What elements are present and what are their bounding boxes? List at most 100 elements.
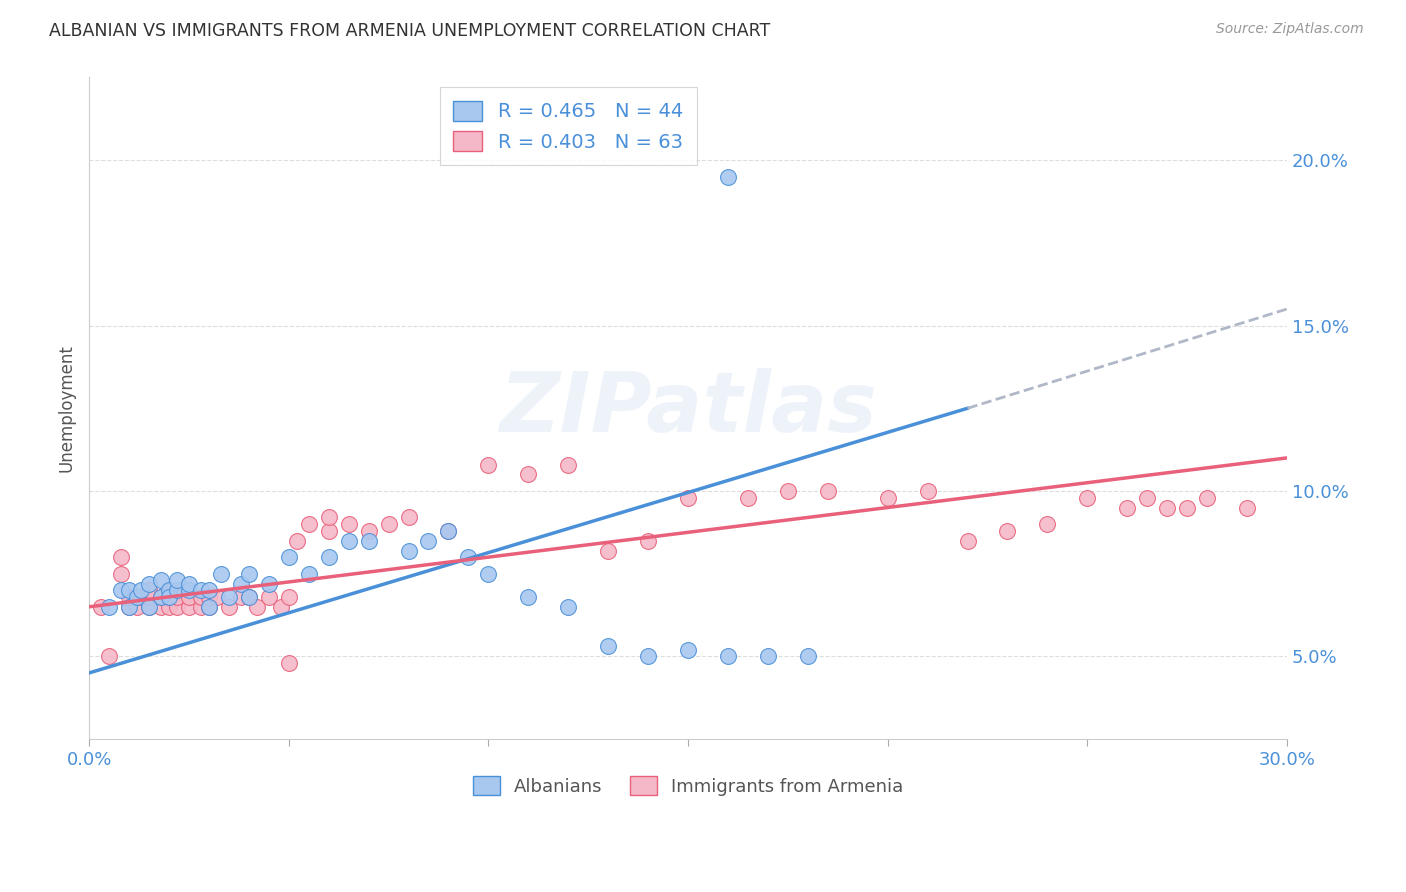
Point xyxy=(157,590,180,604)
Point xyxy=(149,590,172,604)
Point xyxy=(717,649,740,664)
Point xyxy=(517,467,540,482)
Point xyxy=(229,576,252,591)
Point xyxy=(557,458,579,472)
Point xyxy=(418,533,440,548)
Point xyxy=(717,169,740,184)
Point xyxy=(1036,517,1059,532)
Point xyxy=(118,583,141,598)
Point xyxy=(149,574,172,588)
Point xyxy=(270,599,292,614)
Point xyxy=(190,599,212,614)
Point xyxy=(285,533,308,548)
Point xyxy=(437,524,460,538)
Point xyxy=(676,491,699,505)
Point xyxy=(157,583,180,598)
Point xyxy=(129,583,152,598)
Point xyxy=(138,590,160,604)
Point xyxy=(149,599,172,614)
Point xyxy=(177,590,200,604)
Point xyxy=(190,590,212,604)
Point xyxy=(129,590,152,604)
Point xyxy=(198,583,221,598)
Point xyxy=(246,599,269,614)
Point xyxy=(1116,500,1139,515)
Point xyxy=(166,590,188,604)
Point xyxy=(118,590,141,604)
Point xyxy=(149,590,172,604)
Point xyxy=(238,566,260,581)
Point xyxy=(398,543,420,558)
Point xyxy=(205,590,228,604)
Point xyxy=(190,583,212,598)
Point xyxy=(817,483,839,498)
Point xyxy=(209,566,232,581)
Point xyxy=(776,483,799,498)
Point xyxy=(997,524,1019,538)
Point xyxy=(337,517,360,532)
Point xyxy=(118,599,141,614)
Point xyxy=(218,599,240,614)
Point xyxy=(1136,491,1159,505)
Point xyxy=(118,599,141,614)
Point xyxy=(198,599,221,614)
Point xyxy=(138,583,160,598)
Point xyxy=(557,599,579,614)
Point xyxy=(598,640,620,654)
Point xyxy=(177,576,200,591)
Point xyxy=(157,583,180,598)
Point xyxy=(298,517,321,532)
Y-axis label: Unemployment: Unemployment xyxy=(58,344,75,472)
Point xyxy=(318,510,340,524)
Point xyxy=(157,599,180,614)
Point xyxy=(477,566,499,581)
Point xyxy=(956,533,979,548)
Point xyxy=(398,510,420,524)
Point xyxy=(1175,500,1198,515)
Point xyxy=(1076,491,1098,505)
Point xyxy=(257,576,280,591)
Point xyxy=(377,517,399,532)
Point xyxy=(357,524,380,538)
Point xyxy=(477,458,499,472)
Point xyxy=(198,599,221,614)
Point xyxy=(876,491,898,505)
Point xyxy=(318,524,340,538)
Point xyxy=(177,583,200,598)
Point xyxy=(198,590,221,604)
Text: Source: ZipAtlas.com: Source: ZipAtlas.com xyxy=(1216,22,1364,37)
Text: ZIPatlas: ZIPatlas xyxy=(499,368,877,449)
Point xyxy=(298,566,321,581)
Point xyxy=(318,550,340,565)
Point xyxy=(1156,500,1178,515)
Point xyxy=(457,550,479,565)
Point xyxy=(917,483,939,498)
Point xyxy=(277,656,299,670)
Point xyxy=(277,550,299,565)
Point xyxy=(98,649,121,664)
Point xyxy=(598,543,620,558)
Point xyxy=(238,590,260,604)
Point xyxy=(238,590,260,604)
Point xyxy=(110,550,132,565)
Point xyxy=(676,642,699,657)
Point xyxy=(277,590,299,604)
Point xyxy=(166,599,188,614)
Point xyxy=(337,533,360,548)
Point xyxy=(125,599,148,614)
Point xyxy=(229,590,252,604)
Point xyxy=(90,599,112,614)
Point xyxy=(138,576,160,591)
Point xyxy=(218,590,240,604)
Point xyxy=(110,566,132,581)
Legend: Albanians, Immigrants from Armenia: Albanians, Immigrants from Armenia xyxy=(465,769,911,803)
Point xyxy=(737,491,759,505)
Point xyxy=(166,583,188,598)
Point xyxy=(517,590,540,604)
Point xyxy=(257,590,280,604)
Point xyxy=(157,590,180,604)
Point xyxy=(637,533,659,548)
Point xyxy=(138,599,160,614)
Point xyxy=(1197,491,1219,505)
Point xyxy=(98,599,121,614)
